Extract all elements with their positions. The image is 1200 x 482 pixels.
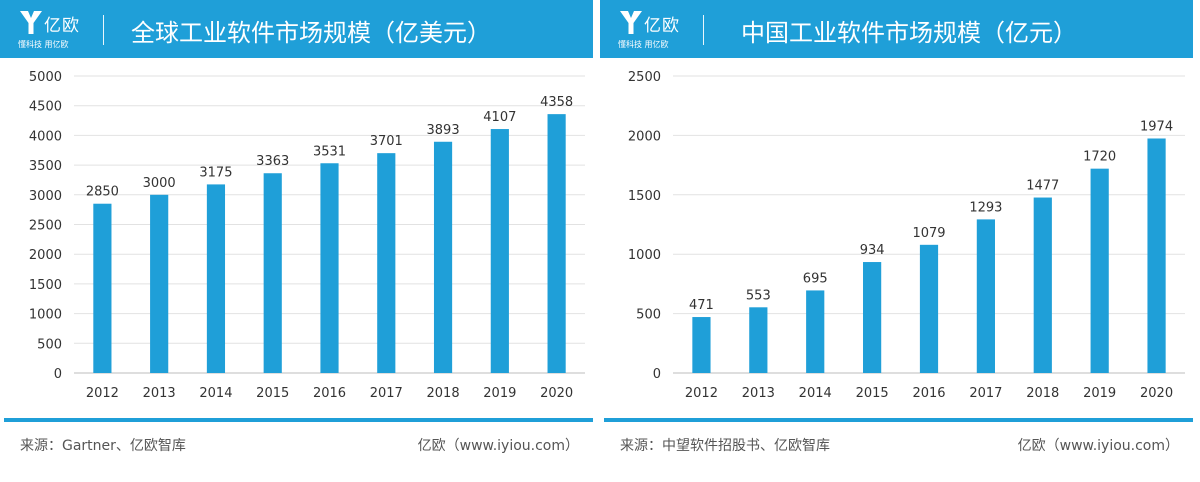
data-label: 2850 (86, 185, 119, 200)
data-label: 3363 (256, 154, 289, 169)
data-label: 553 (746, 288, 771, 303)
data-label: 3531 (313, 144, 346, 159)
y-tick-label: 0 (54, 367, 62, 382)
y-tick-label: 500 (37, 337, 62, 352)
y-tick-label: 1000 (628, 248, 661, 263)
y-tick-label: 1000 (29, 308, 62, 323)
y-tick-label: 1500 (628, 189, 661, 204)
y-tick-label: 5000 (29, 70, 62, 85)
bar (692, 317, 711, 373)
chart-title: 中国工业软件市场规模（亿元） (741, 19, 1077, 47)
x-tick-label: 2013 (143, 386, 176, 401)
bar (806, 290, 825, 373)
global-market-bar-chart: 0 500 1000 1500 2000 2500 3000 3500 4000 4500 5000… (29, 70, 585, 401)
data-label: 4358 (540, 95, 573, 110)
yiou-logo: 亿欧 懂科技 用亿欧 (18, 6, 98, 52)
global-market-panel: 亿欧 懂科技 用亿欧 全球工业软件市场规模（亿美元） 0 500 1000 1500 2… (0, 0, 593, 482)
x-tick-label: 2014 (799, 386, 832, 401)
yiou-logo-icon (20, 11, 42, 34)
bar (749, 307, 768, 373)
bar (150, 194, 169, 373)
y-tick-label: 2000 (628, 129, 661, 144)
y-tick-label: 2500 (628, 70, 661, 85)
logo-wordmark: 亿欧 (44, 16, 80, 36)
panel-header: 亿欧 懂科技 用亿欧 全球工业软件市场规模（亿美元） (0, 0, 593, 58)
china-market-panel: 亿欧 懂科技 用亿欧 中国工业软件市场规模（亿元） 0 500 1000 1500 20… (600, 0, 1193, 482)
data-label: 4107 (483, 110, 516, 125)
x-tick-label: 2013 (742, 386, 775, 401)
bar (263, 173, 282, 373)
bar (863, 262, 882, 373)
x-tick-label: 2015 (856, 386, 889, 401)
data-label: 3701 (370, 134, 403, 149)
y-tick-label: 3000 (29, 189, 62, 204)
source-note: 来源：Gartner、亿欧智库 (20, 438, 186, 454)
bar (976, 219, 995, 373)
x-tick-label: 2020 (540, 386, 573, 401)
data-label: 1974 (1140, 119, 1173, 134)
y-tick-label: 4500 (29, 100, 62, 115)
data-label: 3175 (199, 165, 232, 180)
y-tick-label: 1500 (29, 278, 62, 293)
site-credit: 亿欧（www.iyiou.com） (417, 438, 579, 454)
logo-wordmark: 亿欧 (644, 16, 680, 36)
bar (377, 153, 396, 373)
bar (320, 163, 339, 373)
x-tick-label: 2014 (199, 386, 232, 401)
panel-header: 亿欧 懂科技 用亿欧 中国工业软件市场规模（亿元） (600, 0, 1193, 58)
logo-slogan: 懂科技 用亿欧 (18, 40, 69, 49)
x-tick-label: 2017 (370, 386, 403, 401)
logo-slogan: 懂科技 用亿欧 (618, 40, 669, 49)
x-tick-label: 2020 (1140, 386, 1173, 401)
bar (490, 129, 509, 373)
chart-title: 全球工业软件市场规模（亿美元） (131, 19, 491, 47)
x-tick-label: 2012 (685, 386, 718, 401)
y-tick-label: 500 (636, 308, 661, 323)
data-label: 3000 (143, 176, 176, 191)
data-label: 1477 (1026, 179, 1059, 194)
bar (547, 114, 566, 373)
yiou-logo: 亿欧 懂科技 用亿欧 (618, 6, 698, 52)
bar (1090, 168, 1109, 373)
china-market-bar-chart: 0 500 1000 1500 2000 2500 471 2012 553 2013 695 201… (628, 70, 1185, 401)
x-tick-label: 2016 (912, 386, 945, 401)
x-tick-label: 2019 (483, 386, 516, 401)
bar (93, 203, 112, 373)
bar (206, 184, 226, 373)
data-label: 934 (860, 243, 885, 258)
footer-divider (604, 418, 1193, 422)
yiou-logo-icon (620, 11, 642, 34)
data-label: 1079 (912, 226, 945, 241)
header-divider (703, 15, 704, 45)
x-tick-label: 2017 (969, 386, 1002, 401)
source-note: 来源：中望软件招股书、亿欧智库 (620, 438, 830, 454)
x-tick-label: 2016 (313, 386, 346, 401)
data-label: 1293 (969, 200, 1002, 215)
y-tick-label: 2500 (29, 219, 62, 234)
x-tick-label: 2019 (1083, 386, 1116, 401)
data-label: 695 (803, 271, 828, 286)
site-credit: 亿欧（www.iyiou.com） (1017, 438, 1179, 454)
data-label: 471 (689, 298, 714, 313)
data-label: 1720 (1083, 150, 1116, 165)
bar (1033, 197, 1052, 373)
data-label: 3893 (427, 123, 460, 138)
y-tick-label: 3500 (29, 159, 62, 174)
header-divider (103, 15, 104, 45)
bar (1147, 138, 1166, 373)
y-tick-label: 0 (653, 367, 661, 382)
y-tick-label: 2000 (29, 248, 62, 263)
x-tick-label: 2018 (1026, 386, 1059, 401)
footer-divider (4, 418, 593, 422)
x-tick-label: 2018 (427, 386, 460, 401)
x-tick-label: 2015 (256, 386, 289, 401)
bar (433, 141, 453, 373)
x-tick-label: 2012 (86, 386, 119, 401)
bar (919, 244, 939, 373)
y-tick-label: 4000 (29, 129, 62, 144)
